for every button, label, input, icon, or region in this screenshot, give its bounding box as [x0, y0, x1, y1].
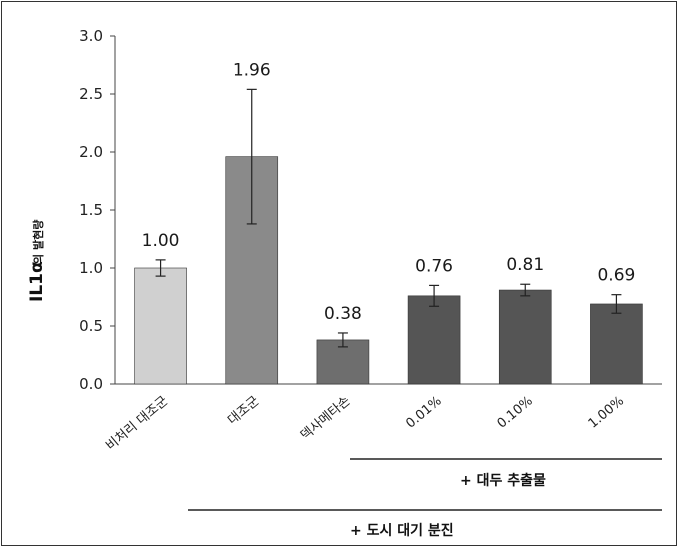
y-tick-label: 2.0: [79, 143, 103, 161]
y-tick-label: 2.5: [79, 85, 103, 103]
bars: [134, 156, 643, 385]
y-axis-label-main: IL1α: [27, 261, 47, 302]
axes: [110, 35, 662, 385]
x-tick-label: 0.01%: [403, 394, 444, 432]
y-tick-label: 0.0: [79, 375, 103, 393]
data-label: 0.76: [415, 256, 453, 276]
data-label: 1.96: [233, 60, 271, 80]
y-tick-label: 3.0: [79, 27, 103, 45]
dust-group-label: + 도시 대기 분진: [350, 522, 454, 539]
bar: [134, 267, 187, 385]
bar: [590, 303, 643, 385]
bar: [407, 295, 461, 385]
y-tick-label: 1.5: [79, 201, 103, 219]
bar: [498, 289, 552, 385]
data-label: 0.81: [506, 255, 544, 275]
error-bars: [155, 88, 622, 348]
data-label: 1.00: [142, 231, 180, 251]
y-axis-label-sub: 의 발현량: [31, 220, 45, 264]
y-tick-label: 1.0: [79, 259, 103, 277]
x-tick-label: 덱사메타손: [298, 394, 353, 444]
x-tick-label: 대조군: [225, 394, 262, 429]
x-tick-label: 비처리 대조군: [103, 394, 171, 454]
y-tick-label: 0.5: [79, 317, 103, 335]
data-label: 0.38: [324, 304, 362, 324]
x-tick-label: 0.10%: [495, 394, 536, 432]
data-labels: 1.00 1.96 0.38 0.76 0.81 0.69: [142, 60, 636, 324]
x-tick-labels: 비처리 대조군 대조군 덱사메타손 0.01% 0.10% 1.00%: [103, 394, 627, 454]
y-tick-labels: 0.0 0.5 1.0 1.5 2.0 2.5 3.0: [79, 27, 103, 393]
x-tick-label: 1.00%: [586, 394, 627, 432]
y-axis-label: IL1α 의 발현량: [27, 220, 47, 302]
extract-group-label: + 대두 추출물: [460, 472, 546, 489]
data-label: 0.69: [597, 266, 635, 286]
